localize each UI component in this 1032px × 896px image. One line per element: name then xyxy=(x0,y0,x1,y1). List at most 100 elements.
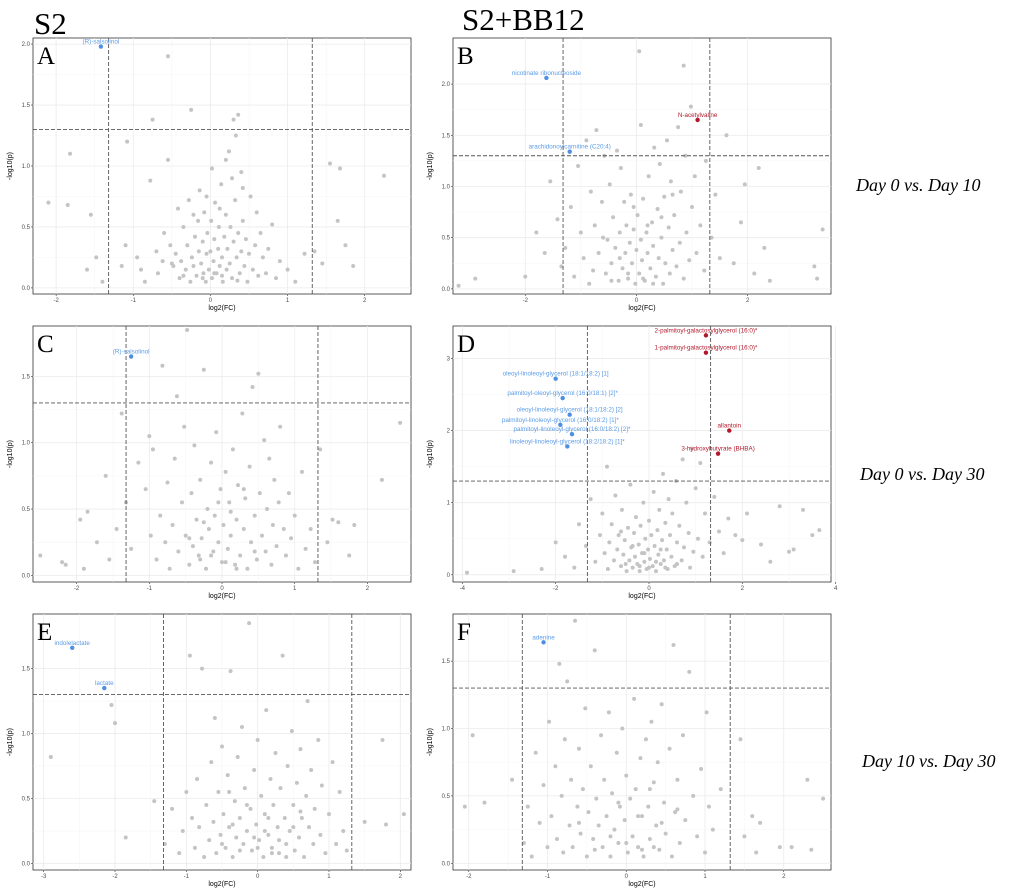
data-point xyxy=(136,460,141,465)
y-tick-label: 0.5 xyxy=(22,225,31,231)
data-point xyxy=(186,198,191,203)
data-point xyxy=(248,194,253,199)
data-point xyxy=(282,816,287,821)
data-point xyxy=(473,276,478,281)
data-point xyxy=(274,276,278,281)
data-point xyxy=(677,841,682,846)
data-point xyxy=(88,212,93,217)
data-point xyxy=(470,733,475,738)
data-point xyxy=(240,185,245,190)
data-point xyxy=(649,719,654,724)
point-label: palmitoyl-oleoyl-glycerol (16:0/18:1) [2… xyxy=(507,390,618,397)
data-point xyxy=(614,750,619,755)
data-point xyxy=(81,566,86,571)
data-point xyxy=(608,854,613,859)
data-point xyxy=(663,261,668,266)
data-point xyxy=(344,848,349,853)
data-point xyxy=(298,809,303,814)
data-point xyxy=(810,533,815,538)
data-point xyxy=(281,526,286,531)
data-point xyxy=(196,249,201,254)
data-point xyxy=(640,814,644,819)
plot-background xyxy=(452,37,832,295)
data-point xyxy=(286,491,291,496)
data-point xyxy=(225,546,230,551)
data-point xyxy=(576,164,581,168)
data-point xyxy=(244,829,249,834)
data-point xyxy=(617,804,622,809)
data-point xyxy=(293,279,298,284)
data-point xyxy=(167,566,172,571)
data-point xyxy=(230,176,235,181)
data-point xyxy=(38,553,43,558)
x-tick-label: 2 xyxy=(782,874,786,880)
panel-letter: E xyxy=(37,619,52,646)
data-point xyxy=(239,725,244,730)
data-point xyxy=(291,825,296,830)
data-point xyxy=(292,848,297,853)
data-point xyxy=(602,777,607,782)
y-tick-label: 1.5 xyxy=(22,667,31,673)
data-point xyxy=(624,223,629,228)
data-point xyxy=(600,511,605,516)
data-point xyxy=(663,831,668,836)
data-point xyxy=(247,464,252,469)
data-point xyxy=(617,256,622,261)
data-point xyxy=(717,529,721,534)
x-tick-label: 2 xyxy=(741,586,745,592)
data-point xyxy=(745,511,749,516)
panel-letter: A xyxy=(37,43,55,70)
data-point xyxy=(201,520,206,525)
data-point xyxy=(609,522,614,527)
data-point xyxy=(692,174,697,179)
data-point xyxy=(525,804,530,809)
data-point xyxy=(60,560,65,565)
data-point xyxy=(664,547,669,552)
data-point xyxy=(257,491,262,496)
data-point xyxy=(208,249,213,254)
x-tick-label: -1 xyxy=(147,586,153,592)
data-point xyxy=(633,515,638,520)
data-point xyxy=(668,533,672,538)
x-tick-label: -4 xyxy=(460,586,466,592)
data-point xyxy=(733,533,738,538)
data-point xyxy=(584,138,589,143)
data-point xyxy=(199,536,204,541)
data-point xyxy=(656,552,661,557)
data-point xyxy=(302,251,307,256)
data-point xyxy=(632,530,637,535)
data-point xyxy=(651,281,656,286)
data-point xyxy=(223,157,228,162)
x-axis-title: log2(FC) xyxy=(628,305,655,312)
highlighted-point xyxy=(70,645,75,650)
data-point xyxy=(212,271,217,276)
data-point xyxy=(652,145,657,150)
data-point xyxy=(623,561,628,566)
data-point xyxy=(232,799,237,804)
data-point xyxy=(254,822,259,827)
data-point xyxy=(588,189,593,194)
data-point xyxy=(211,259,216,264)
data-point xyxy=(675,777,680,782)
data-point xyxy=(379,477,384,482)
data-point xyxy=(243,237,248,242)
data-point xyxy=(256,371,261,376)
data-point xyxy=(620,266,625,271)
data-point xyxy=(264,708,269,713)
data-point xyxy=(767,278,772,283)
data-point xyxy=(642,551,647,556)
data-point xyxy=(628,796,633,801)
data-point xyxy=(352,522,357,527)
data-point xyxy=(545,845,550,850)
data-point xyxy=(280,653,285,658)
y-tick-label: 0.5 xyxy=(442,794,451,800)
data-point xyxy=(233,562,238,567)
data-point xyxy=(188,279,193,284)
data-point xyxy=(584,854,589,859)
data-point xyxy=(789,845,794,850)
highlighted-point xyxy=(553,376,558,381)
data-point xyxy=(676,125,681,130)
data-point xyxy=(230,276,235,281)
x-tick-label: -1 xyxy=(545,874,551,880)
data-point xyxy=(179,259,184,264)
